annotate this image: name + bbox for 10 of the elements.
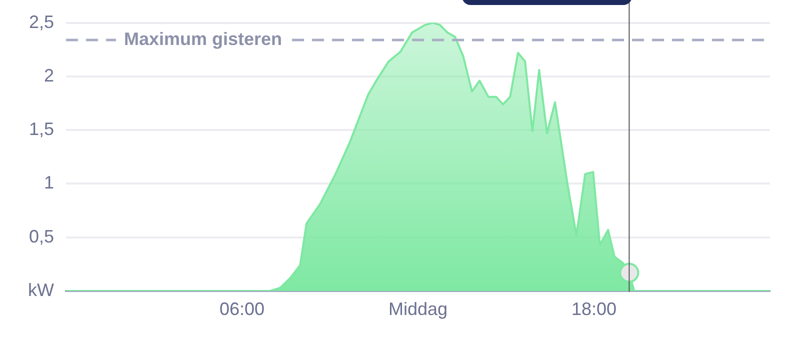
ref-line-label: Maximum gisteren	[124, 28, 282, 49]
x-tick-label: Middag	[388, 298, 448, 319]
y-tick-label: 2,5	[28, 12, 54, 32]
x-tick-label: 18:00	[571, 298, 617, 319]
y-tick-label: 1	[44, 172, 54, 193]
y-tick-label: 1,5	[28, 119, 54, 140]
y-tick-label: kW	[28, 280, 54, 300]
y-tick-label: 2	[44, 65, 54, 86]
x-tick-label: 06:00	[219, 298, 265, 319]
y-tick-label: 0,5	[28, 226, 54, 246]
